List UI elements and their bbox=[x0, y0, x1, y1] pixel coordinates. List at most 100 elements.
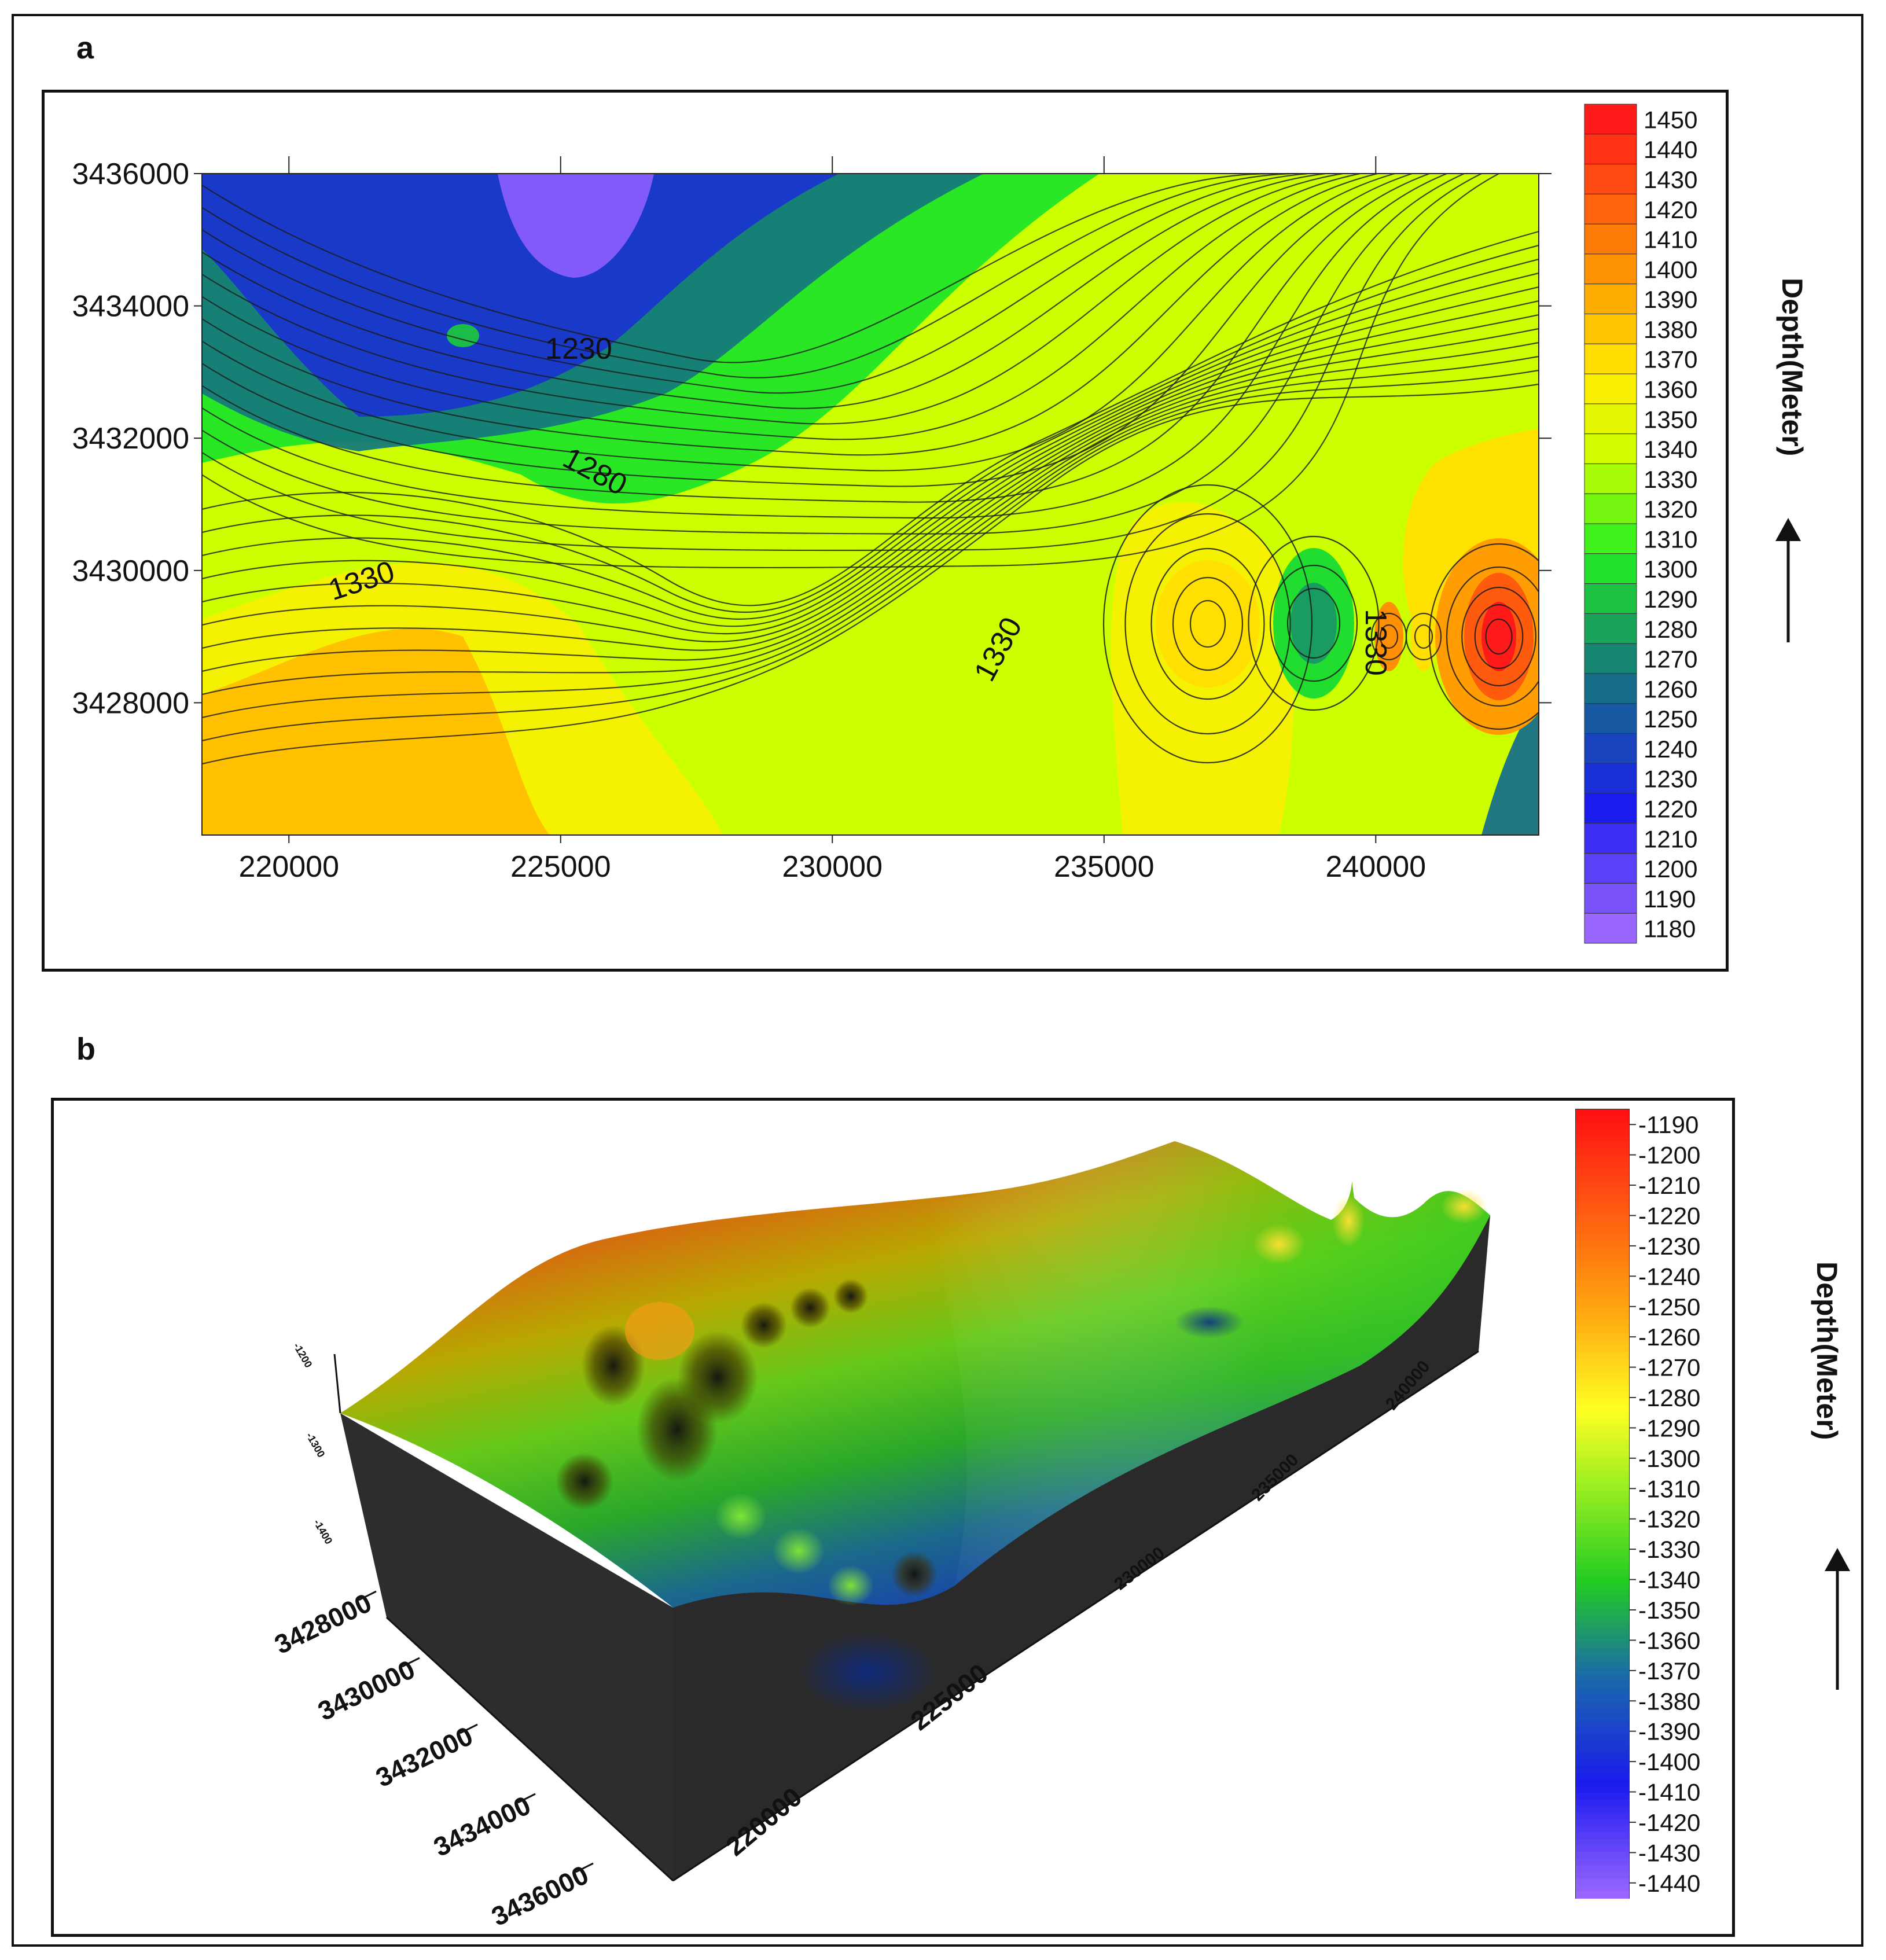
contour-line bbox=[202, 328, 1539, 672]
colorbar-b-gradient-step bbox=[1576, 1241, 1629, 1248]
contour-label: 1330 bbox=[1359, 609, 1392, 676]
colorbar-a-tick-label: 1280 bbox=[1644, 616, 1697, 643]
colorbar-a-swatch bbox=[1584, 193, 1637, 225]
colorbar-b-gradient-step bbox=[1576, 1832, 1629, 1840]
colorbar-b-tick-label: -1370 bbox=[1638, 1657, 1700, 1685]
colorbar-b-gradient-step bbox=[1576, 1378, 1629, 1387]
y-tick-label: 3428000 bbox=[72, 686, 189, 720]
colorbar-a-arrowhead bbox=[1775, 518, 1801, 541]
colorbar-a-tick-label: 1200 bbox=[1644, 855, 1697, 882]
colorbar-a-tick-label: 1440 bbox=[1644, 136, 1697, 163]
surface-block bbox=[340, 1141, 1490, 1881]
contour-ring bbox=[1248, 535, 1380, 711]
colorbar-b-gradient-step bbox=[1576, 1425, 1629, 1432]
colorbar-b-gradient-step bbox=[1576, 1681, 1629, 1689]
colorbar-b-gradient-step bbox=[1576, 1175, 1629, 1182]
contour-fill-spot bbox=[447, 324, 479, 347]
colorbar-b-tick-label: -1440 bbox=[1638, 1870, 1700, 1897]
colorbar-b-gradient-step bbox=[1576, 1694, 1629, 1702]
contour-line bbox=[202, 355, 1539, 719]
contour-ring bbox=[1428, 543, 1539, 730]
colorbar-b: -1190 -1200 -1210 -1220 -1230 -1240 -1250-1260… bbox=[1575, 1109, 1850, 1899]
colorbar-b-gradient-step bbox=[1576, 1484, 1629, 1491]
colorbar-a-tick-label: 1430 bbox=[1644, 166, 1697, 193]
x-tick-label: 240000 bbox=[1326, 850, 1427, 884]
colorbar-b-gradient-step bbox=[1576, 1333, 1629, 1340]
colorbar-b-tick-label: -1390 bbox=[1638, 1718, 1700, 1745]
colorbar-b-gradient-step bbox=[1576, 1865, 1629, 1873]
colorbar-a-swatch bbox=[1584, 373, 1637, 404]
colorbar-a-tick-label: 1190 bbox=[1644, 885, 1696, 913]
colorbar-a-tick-label: 1420 bbox=[1644, 196, 1697, 223]
colorbar-b-gradient-step bbox=[1576, 1260, 1629, 1268]
contour-line bbox=[202, 174, 1482, 551]
colorbar-b-gradient-step bbox=[1576, 1786, 1629, 1794]
contour-line bbox=[202, 230, 1539, 606]
colorbar-a-swatch bbox=[1584, 793, 1637, 824]
colorbar-b-gradient-step bbox=[1576, 1227, 1629, 1235]
y-tick-label-3d: 3436000 bbox=[487, 1859, 593, 1932]
colorbar-b-tick-label: -1350 bbox=[1638, 1597, 1700, 1624]
y-tick-label: 3436000 bbox=[72, 157, 189, 191]
surface-hump bbox=[828, 1565, 874, 1606]
colorbar-a-swatch bbox=[1584, 284, 1637, 315]
colorbar-b-gradient-step bbox=[1576, 1194, 1629, 1203]
panel-b-box bbox=[51, 1098, 1735, 1937]
colorbar-b-gradient-step bbox=[1576, 1595, 1629, 1603]
colorbar-b-tick-label: -1200 bbox=[1638, 1142, 1700, 1169]
contour-ring bbox=[1150, 547, 1265, 700]
colorbar-b-tick-label: -1410 bbox=[1638, 1779, 1700, 1806]
colorbar-b-gradient-step bbox=[1576, 1405, 1629, 1413]
surface-depression bbox=[891, 1551, 938, 1597]
colorbar-b-gradient-step bbox=[1576, 1523, 1629, 1531]
contour-lines bbox=[202, 174, 1539, 765]
colorbar-b-tick-label: -1320 bbox=[1638, 1506, 1700, 1533]
colorbar-a-swatch bbox=[1584, 253, 1637, 285]
colorbar-a-swatch bbox=[1584, 673, 1637, 704]
colorbar-b-gradient-step bbox=[1576, 1201, 1629, 1209]
colorbar-b-gradient-step bbox=[1576, 1306, 1629, 1314]
colorbar-b-gradient-step bbox=[1576, 1208, 1629, 1215]
colorbar-b-tick-label: -1430 bbox=[1638, 1839, 1700, 1866]
contour-map-border bbox=[201, 173, 1539, 836]
y-axis-tick-3d bbox=[517, 1793, 536, 1804]
colorbar-b-gradient-step bbox=[1576, 1122, 1629, 1130]
colorbar-b-gradient-step bbox=[1576, 1642, 1629, 1649]
colorbar-b-gradient-step bbox=[1576, 1490, 1629, 1498]
colorbar-b-gradient-step bbox=[1576, 1451, 1629, 1458]
colorbar-b-gradient-step bbox=[1576, 1273, 1629, 1281]
colorbar-b-gradient-step bbox=[1576, 1313, 1629, 1321]
colorbar-b-gradient-step bbox=[1576, 1793, 1629, 1800]
colorbar-b-gradient-step bbox=[1576, 1740, 1629, 1748]
colorbar-b-gradient-step bbox=[1576, 1556, 1629, 1564]
colorbar-b-gradient-step bbox=[1576, 1109, 1629, 1117]
colorbar-b-tick-label: -1230 bbox=[1638, 1233, 1700, 1260]
colorbar-b-gradient-step bbox=[1576, 1746, 1629, 1755]
contour-ring bbox=[1172, 576, 1244, 671]
colorbar-b-gradient-step bbox=[1576, 1707, 1629, 1715]
colorbar-a-tick-label: 1220 bbox=[1644, 796, 1697, 823]
contour-ring bbox=[1485, 618, 1513, 655]
colorbar-b-gradient-step bbox=[1576, 1188, 1629, 1196]
colorbar-b-gradient-step bbox=[1576, 1392, 1629, 1399]
surface-depression bbox=[582, 1325, 645, 1406]
x-tick-label: 235000 bbox=[1054, 850, 1155, 884]
colorbar-b-gradient-step bbox=[1576, 1799, 1629, 1807]
contour-ring bbox=[1446, 566, 1539, 707]
contour-field bbox=[202, 174, 1539, 835]
colorbar-b-tick-label: -1330 bbox=[1638, 1536, 1700, 1563]
colorbar-b-tick-label: -1220 bbox=[1638, 1202, 1700, 1229]
colorbar-b-gradient-step bbox=[1576, 1247, 1629, 1255]
colorbar-b-gradient-step bbox=[1576, 1280, 1629, 1288]
colorbar-b-tick-label: -1280 bbox=[1638, 1384, 1700, 1411]
colorbar-b-gradient-step bbox=[1576, 1734, 1629, 1741]
colorbar-a-swatch bbox=[1584, 134, 1637, 165]
contour-line bbox=[202, 174, 1308, 394]
colorbar-a-swatch bbox=[1584, 164, 1637, 194]
colorbar-b-gradient-step bbox=[1576, 1858, 1629, 1866]
x-tick-label: 225000 bbox=[510, 850, 611, 884]
contour-line bbox=[202, 244, 1539, 613]
colorbar-a-tick-label: 1250 bbox=[1644, 705, 1697, 733]
contour-line bbox=[202, 174, 1343, 425]
colorbar-b-gradient-step bbox=[1576, 1773, 1629, 1781]
